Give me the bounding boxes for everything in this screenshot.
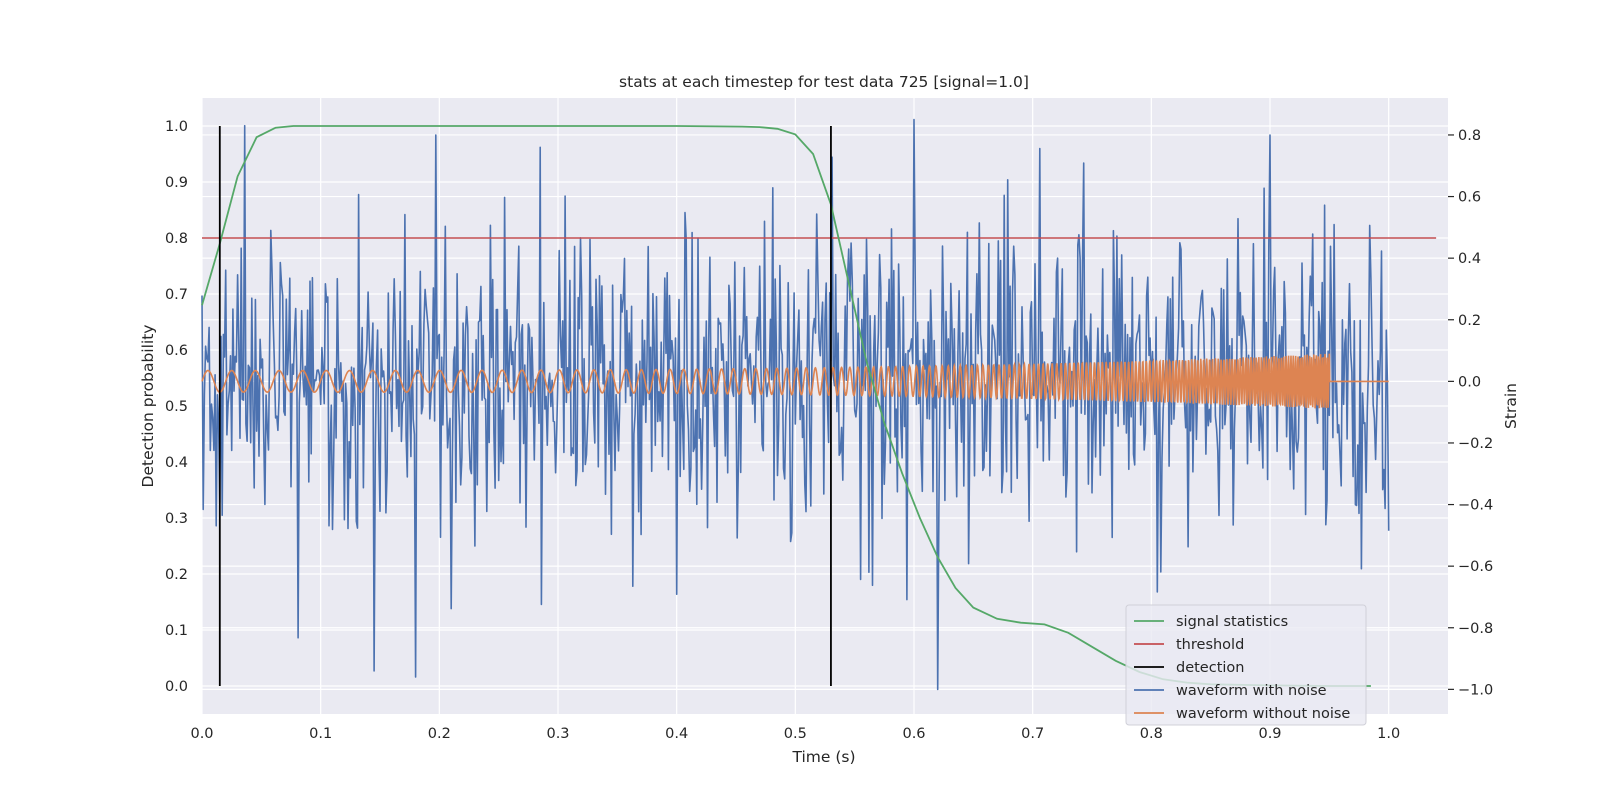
- x-tick-label: 1.0: [1377, 726, 1400, 742]
- y-tick-label: 0.6: [165, 343, 188, 359]
- x-tick-label: 0.2: [428, 726, 451, 742]
- y2-tick-label: 0.8: [1458, 128, 1481, 144]
- y2-axis-label: Strain: [1502, 383, 1520, 429]
- y2-tick-label: −0.8: [1458, 621, 1493, 637]
- x-tick-label: 0.7: [1021, 726, 1044, 742]
- y2-axis-ticks: −1.0 −0.8 −0.6 −0.4 −0.2 0.0 0.2 0.4 0.6 0.8: [1448, 128, 1493, 698]
- x-tick-label: 0.3: [546, 726, 569, 742]
- y2-tick-label: −0.4: [1458, 498, 1493, 514]
- y-axis-ticks: 0.0 0.1 0.2 0.3 0.4 0.5 0.6 0.7 0.8 0.9 1.0: [165, 119, 188, 695]
- x-tick-label: 0.6: [902, 726, 925, 742]
- y-tick-label: 0.0: [165, 679, 188, 695]
- y-tick-label: 0.1: [165, 623, 188, 639]
- x-tick-label: 0.5: [784, 726, 807, 742]
- series-waveform-without-noise: [201, 353, 1389, 409]
- y-tick-label: 0.5: [165, 399, 188, 415]
- y2-tick-label: −1.0: [1458, 682, 1493, 698]
- legend-label: threshold: [1176, 637, 1244, 653]
- x-axis-ticks: 0.0 0.1 0.2 0.3 0.4 0.5 0.6 0.7 0.8 0.9 1.0: [190, 726, 1400, 742]
- x-tick-label: 0.9: [1258, 726, 1281, 742]
- legend-box: [1125, 604, 1367, 726]
- y2-tick-label: 0.0: [1458, 374, 1481, 390]
- y2-tick-label: 0.6: [1458, 190, 1481, 206]
- y-axis-label: Detection probability: [139, 325, 157, 488]
- y-tick-label: 0.2: [165, 567, 188, 583]
- y-tick-label: 0.7: [165, 287, 188, 303]
- y2-tick-label: −0.2: [1458, 436, 1493, 452]
- x-tick-label: 0.0: [190, 726, 213, 742]
- x-tick-label: 0.1: [309, 726, 332, 742]
- y2-tick-label: −0.6: [1458, 559, 1493, 575]
- y-tick-label: 0.3: [165, 511, 188, 527]
- legend-label: waveform with noise: [1176, 683, 1327, 699]
- x-tick-label: 0.4: [665, 726, 688, 742]
- x-tick-label: 0.8: [1140, 726, 1163, 742]
- legend-label: signal statistics: [1176, 614, 1288, 630]
- x-axis-label: Time (s): [791, 748, 855, 766]
- legend: signal statistics threshold detection wavef…: [1125, 604, 1367, 726]
- y-tick-label: 0.8: [165, 231, 188, 247]
- plot-lines: [201, 118, 1437, 691]
- legend-label: waveform without noise: [1176, 706, 1350, 722]
- legend-label: detection: [1176, 660, 1244, 676]
- y2-tick-label: 0.2: [1458, 313, 1481, 329]
- y-tick-label: 0.9: [165, 175, 188, 191]
- chart-title: stats at each timestep for test data 725…: [619, 73, 1029, 91]
- y2-tick-label: 0.4: [1458, 251, 1481, 267]
- y-tick-label: 1.0: [165, 119, 188, 135]
- y-tick-label: 0.4: [165, 455, 188, 471]
